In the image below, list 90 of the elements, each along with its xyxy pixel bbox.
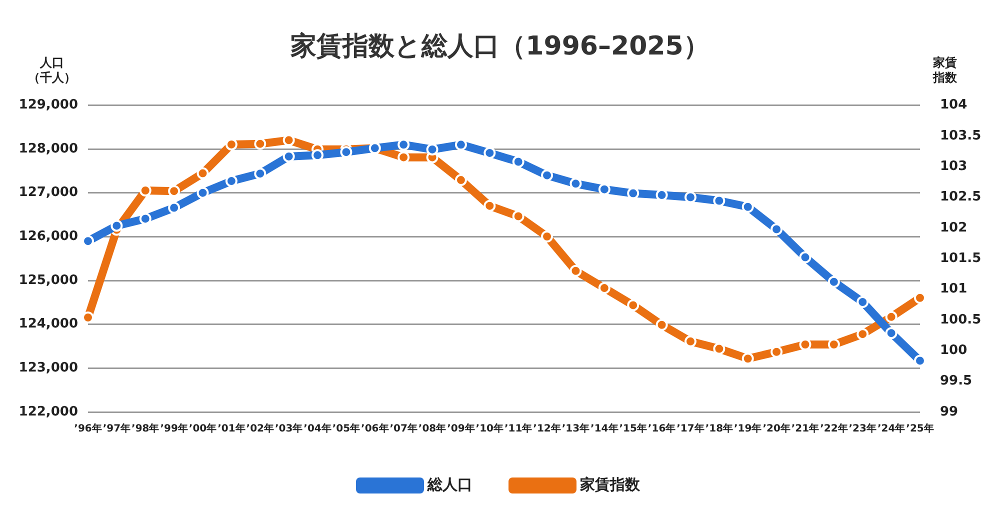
point [598, 282, 610, 294]
y2-tick-label: 103 [940, 158, 968, 174]
point [454, 174, 467, 186]
y-tick-label: 129,000 [18, 98, 78, 113]
point [770, 223, 783, 236]
x-tick-label: ’04年 [304, 422, 332, 435]
x-tick-label: ’01年 [218, 422, 246, 435]
x-tick-label: ’97年 [102, 422, 131, 435]
x-tick-label: ’22年 [820, 422, 848, 435]
y2-tick-label: 101 [940, 282, 968, 297]
point [340, 146, 352, 158]
point [512, 156, 524, 168]
point [110, 220, 123, 232]
x-tick-label: ’13年 [562, 422, 590, 435]
point [196, 167, 209, 180]
point [885, 327, 898, 340]
x-tick-label: ’12年 [533, 422, 561, 435]
y2-tick-label: 102.5 [940, 190, 982, 205]
x-tick-label: ’20年 [762, 422, 790, 435]
point [770, 346, 783, 358]
y-tick-label: 124,000 [18, 316, 78, 332]
point [168, 202, 180, 214]
point [799, 251, 812, 264]
x-tick-label: ’10年 [476, 422, 504, 435]
x-tick-label: ’23年 [848, 422, 876, 435]
legend-label: 総人口 [426, 475, 472, 494]
point [426, 143, 438, 156]
y2-axis-title: 家賃指数 [932, 55, 958, 84]
point [254, 168, 266, 180]
y2-tick-label: 99 [940, 404, 958, 420]
x-tick-label: ’11年 [504, 422, 532, 435]
point [225, 175, 238, 188]
x-tick-label: ’21年 [791, 422, 820, 435]
x-tick-label: ’19年 [734, 422, 762, 435]
point [484, 200, 496, 212]
y-tick-label: 127,000 [18, 185, 78, 200]
x-tick-label: ’05年 [332, 422, 360, 435]
x-tick-label: ’06年 [361, 422, 389, 435]
point [856, 296, 869, 308]
y2-tick-label: 101.5 [940, 250, 982, 266]
point [856, 328, 869, 340]
x-tick-label: ’99年 [160, 422, 188, 435]
x-tick-label: ’24年 [877, 422, 906, 435]
x-tick-label: ’00年 [188, 422, 217, 435]
y-tick-label: 123,000 [18, 360, 78, 376]
y-tick-label: 122,000 [18, 404, 78, 420]
x-tick-label: ’17年 [676, 422, 704, 435]
x-tick-label: ’09年 [447, 422, 475, 435]
point [139, 212, 152, 225]
y2-tick-label: 99.5 [940, 374, 972, 389]
y-tick-label: 128,000 [18, 141, 78, 156]
y-tick-label: 126,000 [18, 229, 78, 244]
point [885, 310, 898, 323]
x-tick-label: ’14年 [590, 422, 618, 435]
y2-tick-label: 102 [940, 220, 968, 236]
x-tick-label: ’25年 [906, 422, 934, 435]
x-tick-label: ’15年 [619, 422, 647, 435]
point [828, 276, 840, 288]
point [656, 318, 668, 331]
point [512, 210, 524, 222]
x-tick-label: ’96年 [74, 422, 102, 435]
point [484, 146, 496, 159]
x-tick-label: ’03年 [274, 422, 303, 435]
point [742, 200, 754, 213]
point [196, 186, 209, 199]
point [713, 342, 726, 355]
x-tick-label: ’16年 [648, 422, 676, 435]
point [541, 230, 554, 243]
point [627, 299, 640, 312]
point [713, 194, 726, 207]
x-tick-label: ’98年 [132, 422, 160, 435]
point [570, 178, 582, 190]
point [541, 169, 554, 182]
chart-title: 家賃指数と総人口（1996–2025） [290, 31, 710, 62]
point [598, 183, 610, 196]
y2-tick-label: 100.5 [940, 312, 982, 328]
y2-tick-label: 100 [940, 343, 968, 358]
y2-tick-label: 104 [940, 98, 968, 113]
y-axis-title: 人口（千人） [28, 55, 76, 84]
point [254, 138, 266, 150]
legend-label: 家賃指数 [579, 475, 641, 494]
point [684, 191, 696, 204]
x-tick-label: ’07年 [390, 422, 418, 435]
y2-tick-label: 103.5 [940, 128, 982, 144]
x-tick-label: ’18年 [705, 422, 734, 435]
x-tick-label: ’02年 [246, 422, 274, 435]
x-tick-label: ’08年 [418, 422, 446, 435]
point [684, 335, 696, 348]
y-tick-label: 125,000 [18, 272, 78, 288]
point [570, 264, 582, 277]
